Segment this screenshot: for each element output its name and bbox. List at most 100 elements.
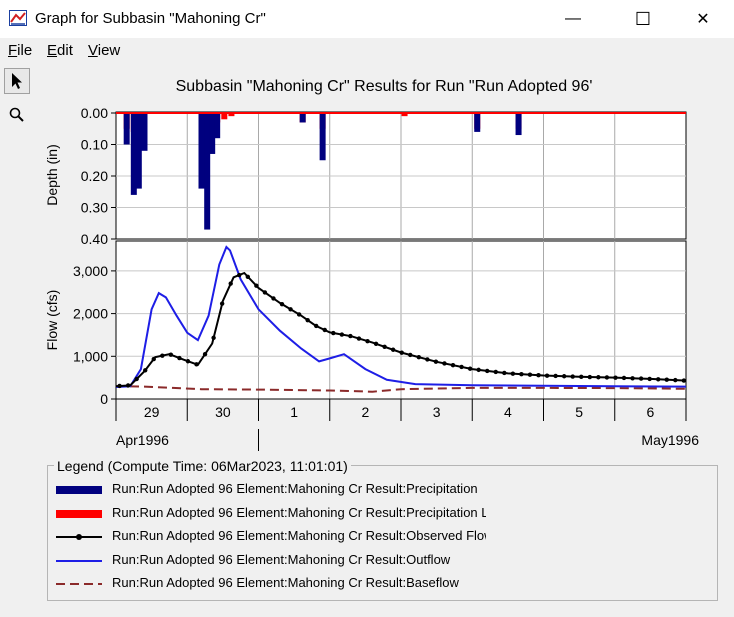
menu-view[interactable]: View — [88, 42, 121, 59]
legend-entry: Run:Run Adopted 96 Element:Mahoning Cr R… — [56, 527, 506, 547]
legend-label: Run:Run Adopted 96 Element:Mahoning Cr R… — [112, 504, 486, 520]
observed-flow-marker — [228, 281, 233, 286]
observed-flow-marker — [613, 375, 618, 380]
minimize-button[interactable]: — — [550, 0, 596, 38]
precipitation-bar — [123, 113, 130, 145]
x-tick-label: 6 — [646, 404, 654, 420]
flow-tick-label: 3,000 — [73, 263, 108, 279]
observed-flow-marker — [237, 272, 242, 278]
observed-flow-marker — [570, 374, 575, 379]
observed-flow-marker — [117, 383, 122, 389]
observed-flow-marker — [425, 357, 430, 362]
observed-flow-marker — [271, 296, 276, 301]
observed-flow-marker — [621, 375, 627, 381]
flow-tick-label: 2,000 — [73, 306, 108, 322]
observed-flow-marker — [168, 352, 174, 357]
precipitation-bar — [515, 113, 522, 136]
observed-flow-marker — [365, 338, 370, 344]
observed-flow-marker — [390, 347, 396, 352]
baseflow-line — [115, 385, 687, 393]
legend-swatch — [56, 583, 102, 585]
loss-bar — [401, 113, 408, 117]
pointer-tool[interactable] — [4, 68, 30, 94]
observed-flow-marker — [561, 374, 567, 379]
flow-tick-label: 0 — [100, 391, 108, 407]
flow-gridlines — [116, 241, 686, 399]
x-tick-label: 30 — [215, 404, 231, 420]
observed-flow-marker — [630, 376, 635, 381]
observed-flow-marker — [160, 353, 165, 358]
observed-flow-marker — [673, 377, 678, 383]
observed-flow-marker — [579, 374, 584, 380]
x-tick-label: 4 — [504, 404, 512, 420]
observed-flow-marker — [219, 301, 225, 306]
close-button[interactable]: ✕ — [680, 0, 726, 38]
precipitation-bar — [130, 113, 137, 195]
observed-flow-marker — [339, 332, 345, 337]
flow-axis-label: Flow (cfs) — [44, 290, 60, 351]
observed-flow-marker — [125, 383, 131, 388]
observed-flow-marker — [442, 361, 447, 366]
close-icon: ✕ — [696, 11, 710, 28]
menu-bar: File Edit View — [0, 38, 734, 64]
observed-flow-marker — [416, 354, 422, 360]
menu-edit[interactable]: Edit — [47, 42, 73, 59]
observed-flow-marker — [656, 377, 661, 382]
depth-axis-label: Depth (in) — [44, 144, 60, 205]
observed-flow-marker — [510, 371, 516, 376]
legend-swatch — [56, 509, 102, 518]
legend-label: Run:Run Adopted 96 Element:Mahoning Cr R… — [112, 528, 486, 543]
observed-flow-marker — [373, 341, 379, 347]
hec-hms-app-icon — [9, 10, 27, 26]
legend-entry: Run:Run Adopted 96 Element:Mahoning Cr R… — [56, 574, 506, 594]
observed-flow-marker — [356, 336, 362, 341]
observed-flow-marker — [202, 351, 208, 357]
observed-flow-marker — [536, 373, 541, 378]
observed-flow-marker — [254, 283, 259, 288]
depth-tick-label: 0.00 — [81, 105, 108, 121]
depth-tick-label: 0.20 — [81, 168, 108, 184]
observed-flow-marker — [467, 366, 473, 371]
observed-flow-marker — [314, 323, 319, 329]
cursor-arrow-icon — [12, 73, 22, 89]
legend-entry: Run:Run Adopted 96 Element:Mahoning Cr R… — [56, 551, 506, 571]
precipitation-bar — [141, 113, 148, 151]
observed-flow-marker — [288, 307, 293, 312]
observed-flow-marker — [587, 374, 593, 380]
flow-tick-label: 1,000 — [73, 348, 108, 364]
graph-toolbar — [0, 64, 34, 617]
depth-tick-label: 0.40 — [81, 231, 108, 247]
legend-entry: Run:Run Adopted 96 Element:Mahoning Cr R… — [56, 504, 506, 524]
zoom-tool[interactable] — [4, 102, 30, 128]
observed-flow-marker — [305, 317, 310, 323]
x-tick-label: 29 — [144, 404, 160, 420]
flow-series — [115, 245, 687, 393]
precipitation-bar — [474, 113, 481, 132]
observed-flow-marker — [527, 372, 533, 377]
observed-flow-marker — [604, 375, 610, 380]
legend-swatch — [56, 534, 102, 540]
observed-flow-marker — [553, 373, 558, 379]
observed-flow-marker — [450, 362, 456, 368]
maximize-button[interactable]: ☐ — [620, 0, 666, 38]
observed-flow-marker — [348, 333, 353, 339]
window-title: Graph for Subbasin "Mahoning Cr" — [35, 10, 266, 27]
observed-flow-marker — [382, 344, 387, 350]
observed-flow-marker — [279, 302, 285, 307]
observed-flow-marker — [194, 362, 199, 367]
precipitation-bar — [204, 113, 211, 230]
legend-label: Run:Run Adopted 96 Element:Mahoning Cr R… — [112, 575, 459, 590]
menu-file[interactable]: File — [8, 42, 33, 59]
observed-flow-marker — [493, 369, 498, 375]
precipitation-bar — [198, 113, 205, 189]
precipitation-bar — [299, 113, 306, 123]
observed-flow-marker — [322, 327, 327, 333]
x-tick-label: 2 — [361, 404, 369, 420]
precipitation-bar — [319, 113, 326, 161]
chart-title: Subbasin "Mahoning Cr" Results for Run "… — [176, 78, 593, 95]
loss-bar — [221, 113, 228, 120]
precipitation-bars — [123, 113, 522, 230]
observed-flow-marker — [211, 335, 216, 340]
x-tick-label: 3 — [433, 404, 441, 420]
observed-flow-marker — [185, 359, 191, 364]
